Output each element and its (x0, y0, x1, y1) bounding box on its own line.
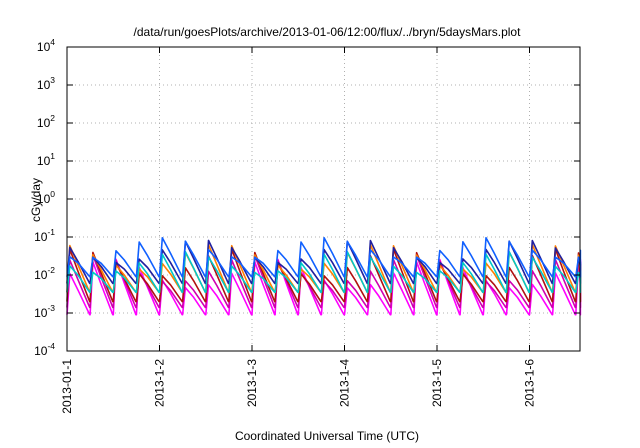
x-tick-label: 2013-1-3 (245, 359, 259, 407)
grid (67, 47, 580, 351)
y-tick-label: 10-4 (34, 341, 55, 358)
y-tick-label: 102 (37, 113, 55, 130)
x-tick-labels: 2013-01-1 2013-1-2 2013-1-3 2013-1-4 2013-1-… (60, 359, 537, 414)
y-tick-label: 101 (37, 151, 55, 168)
x-tick-label: 2013-1-6 (523, 359, 537, 407)
y-tick-label: 10-3 (34, 303, 55, 320)
axes (66, 46, 581, 352)
plot-frame (66, 46, 581, 352)
data-series (66, 237, 582, 316)
y-axis-title: cGy/day (29, 178, 43, 222)
chart-title: /data/run/goesPlots/archive/2013-01-06/1… (134, 25, 522, 39)
series-line (66, 258, 582, 316)
series-line (66, 250, 582, 294)
series-line (66, 237, 582, 278)
y-tick-label: 103 (37, 75, 55, 92)
series-line (66, 248, 582, 303)
y-tick-label: 10-1 (34, 227, 55, 244)
series-line (66, 239, 582, 285)
x-tick-label: 2013-1-5 (430, 359, 444, 407)
y-tick-label: 104 (37, 37, 55, 54)
x-axis-title: Coordinated Universal Time (UTC) (235, 429, 419, 443)
x-tick-label: 2013-01-1 (60, 359, 74, 414)
series-line (66, 254, 582, 309)
y-tick-label: 10-2 (34, 265, 55, 282)
x-tick-label: 2013-1-2 (153, 359, 167, 407)
x-tick-label: 2013-1-4 (338, 359, 352, 407)
